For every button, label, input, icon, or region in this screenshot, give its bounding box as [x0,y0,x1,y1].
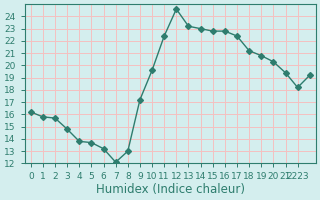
X-axis label: Humidex (Indice chaleur): Humidex (Indice chaleur) [96,183,245,196]
